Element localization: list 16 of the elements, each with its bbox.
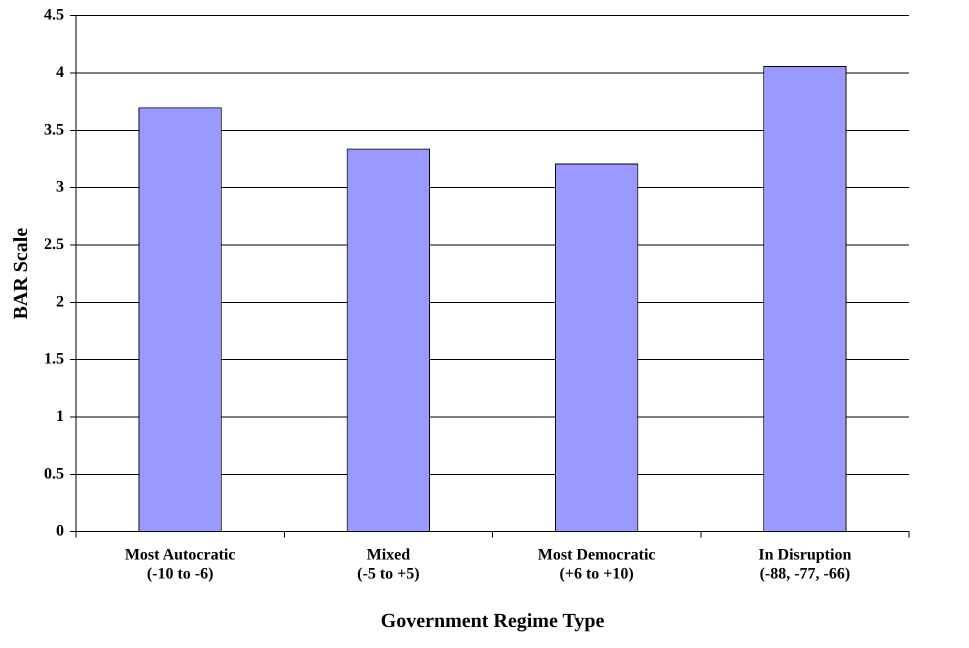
- x-tick-label: Most Democratic (+6 to +10): [538, 546, 656, 583]
- y-tick-label: 1.5: [44, 350, 64, 368]
- y-axis-title: BAR Scale: [10, 228, 32, 320]
- x-tick-label: In Disruption (-88, -77, -66): [758, 546, 852, 583]
- y-tick-label: 4: [56, 64, 64, 82]
- y-tick-label: 2: [56, 293, 64, 310]
- x-tick-label: Most Autocratic (-10 to -6): [124, 546, 236, 583]
- x-axis-title: Government Regime Type: [380, 610, 604, 632]
- y-tick-label: 4.5: [44, 6, 64, 24]
- y-tick-label: 2.5: [44, 236, 64, 254]
- y-tick-label: 3.5: [44, 121, 64, 138]
- y-tick-label: 1: [56, 408, 64, 426]
- y-tick-label: 3: [56, 178, 64, 196]
- y-tick-label: 0: [56, 522, 64, 540]
- x-tick-label: Mixed (-5 to +5): [357, 546, 420, 583]
- y-tick-label: 0.5: [44, 465, 64, 482]
